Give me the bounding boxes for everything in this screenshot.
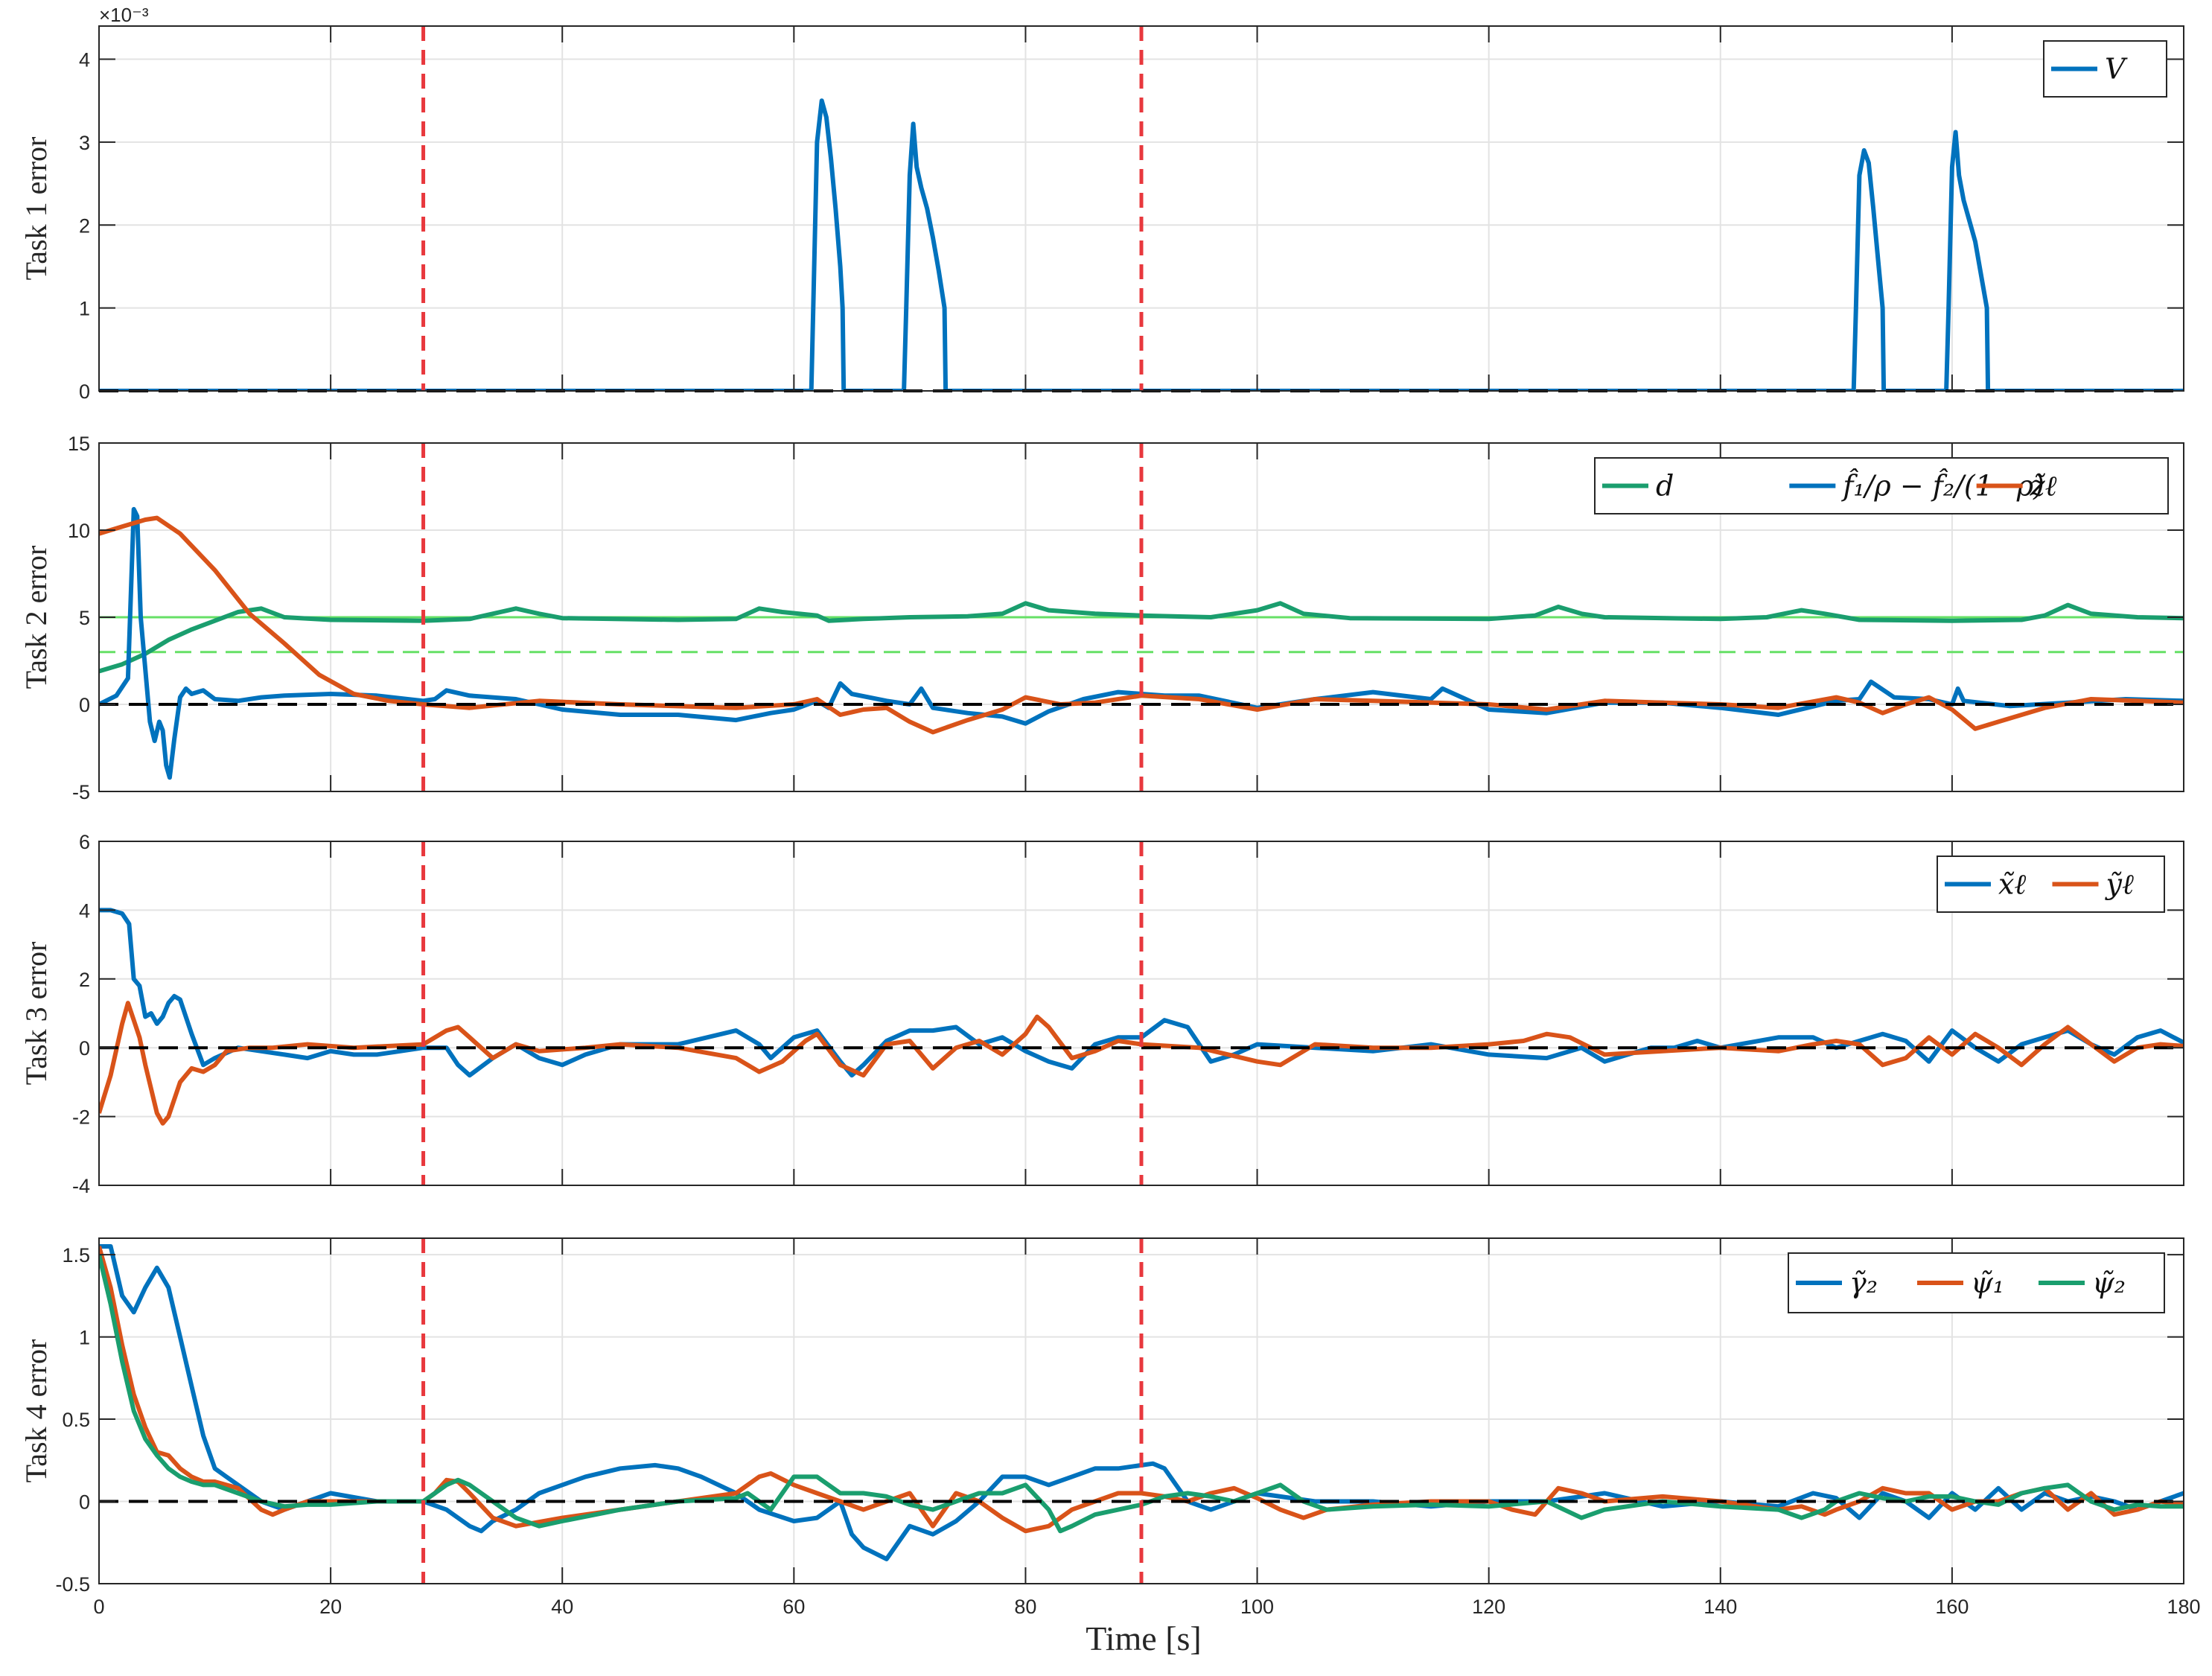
legend: γ̃₂ ψ̃₁ ψ̃₂ xyxy=(1788,1252,2165,1313)
x-tick-label: 0 xyxy=(93,1596,104,1618)
legend-box xyxy=(1788,1252,2165,1313)
y-tick-label: 1 xyxy=(79,298,90,320)
panel-1: 0 1 2 3 4 ×10⁻³ Task 1 error V xyxy=(19,4,2184,403)
x-tick-label: 100 xyxy=(1240,1596,1274,1618)
x-tick-label: 80 xyxy=(1014,1596,1036,1618)
axes-box xyxy=(98,1237,2184,1584)
legend-box xyxy=(1594,457,2169,514)
legend-box xyxy=(2043,40,2167,98)
legend-label: x̃ℓ xyxy=(1998,868,2026,901)
y-tick-label: -2 xyxy=(72,1106,90,1129)
y-tick-label: 3 xyxy=(79,132,90,154)
axes-box xyxy=(98,25,2184,392)
panel-3: -4 -2 0 2 4 6 Task 3 error x̃ℓ ỹℓ xyxy=(19,831,2184,1197)
x-tick-label: 20 xyxy=(319,1596,342,1618)
series-line-3 xyxy=(99,1254,2184,1534)
legend-label: ψ̃₂ xyxy=(2092,1266,2126,1299)
y-exponent-label: ×10⁻³ xyxy=(99,4,149,26)
y-tick-label: 0 xyxy=(79,694,90,716)
series-line-2 xyxy=(99,1246,2184,1534)
y-tick-label: 0 xyxy=(79,1037,90,1060)
y-tick-label: 0 xyxy=(79,1491,90,1514)
y-axis-label: Task 4 error xyxy=(19,1339,53,1483)
x-tick-label: 140 xyxy=(1703,1596,1737,1618)
series-line-2 xyxy=(99,1001,2184,1126)
series-line-1 xyxy=(99,98,2184,391)
x-axis-label: Time [s] xyxy=(1086,1619,1202,1657)
series-line-2 xyxy=(99,506,2184,780)
y-tick-label: -4 xyxy=(72,1175,90,1197)
legend-label: V xyxy=(2105,53,2128,86)
y-tick-label: -0.5 xyxy=(55,1573,90,1596)
x-tick-label: 120 xyxy=(1472,1596,1505,1618)
legend-label: ỹℓ xyxy=(2105,868,2134,901)
y-tick-label: -5 xyxy=(72,781,90,803)
series-line-1 xyxy=(99,601,2184,674)
y-tick-label: 0.5 xyxy=(62,1409,90,1431)
y-tick-label: 4 xyxy=(79,899,90,922)
axes-box xyxy=(98,841,2184,1186)
y-tick-label: 0 xyxy=(79,380,90,403)
y-axis-label: Task 3 error xyxy=(19,942,53,1086)
legend-label: γ̃₂ xyxy=(1849,1266,1878,1299)
y-tick-label: 5 xyxy=(79,607,90,629)
x-tick-label: 40 xyxy=(551,1596,573,1618)
legend: V xyxy=(2043,40,2167,98)
series-line-3 xyxy=(99,515,2184,735)
y-tick-label: 1.5 xyxy=(62,1244,90,1266)
legend-label: ψ̃₁ xyxy=(1971,1266,2004,1299)
legend-label: z̃ℓ xyxy=(2030,470,2057,503)
legend: x̃ℓ ỹℓ xyxy=(1937,855,2165,913)
x-tick-label: 160 xyxy=(1935,1596,1969,1618)
y-tick-label: 6 xyxy=(79,831,90,853)
y-tick-label: 2 xyxy=(79,214,90,237)
y-tick-label: 2 xyxy=(79,969,90,991)
y-tick-label: 4 xyxy=(79,49,90,71)
x-tick-label: 180 xyxy=(2167,1596,2200,1618)
legend-label: d xyxy=(1656,470,1674,503)
y-tick-label: 10 xyxy=(68,520,90,542)
y-tick-label: 15 xyxy=(68,433,90,455)
panel-4: -0.500.511.50 20 40 60 80 100 120 140 160 180Task… xyxy=(19,1237,2201,1618)
panel-2: -5 0 5 10 15 Task 2 error d f̂₁/ρ − f̂₂/(1−ρ)z̃… xyxy=(19,433,2184,803)
y-tick-label: 1 xyxy=(79,1327,90,1349)
y-axis-label: Task 2 error xyxy=(19,546,53,689)
legend: d f̂₁/ρ − f̂₂/(1−ρ)z̃ℓ xyxy=(1594,457,2169,514)
y-axis-label: Task 1 error xyxy=(19,137,53,281)
x-tick-label: 60 xyxy=(783,1596,805,1618)
